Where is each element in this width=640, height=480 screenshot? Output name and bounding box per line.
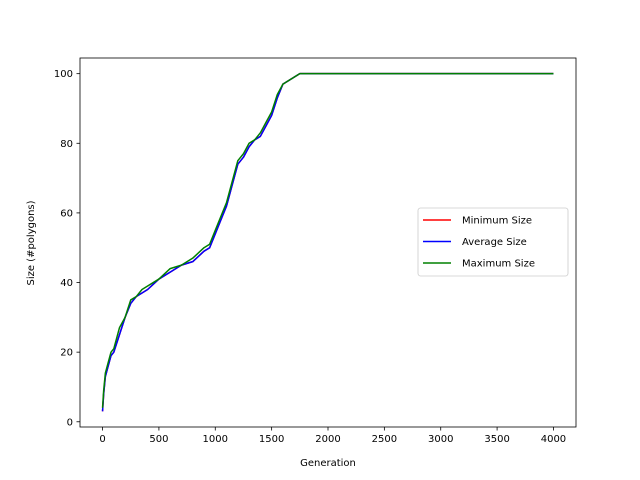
x-tick-label: 4000 bbox=[541, 434, 566, 445]
y-tick-label: 40 bbox=[60, 278, 73, 289]
x-tick-label: 2000 bbox=[315, 434, 340, 445]
legend: Minimum Size Average Size Maximum Size bbox=[417, 207, 569, 277]
legend-label-1: Minimum Size bbox=[462, 216, 532, 227]
y-tick-label: 0 bbox=[67, 417, 73, 428]
series-line-3 bbox=[101, 72, 554, 408]
y-tick-label: 100 bbox=[54, 69, 73, 80]
x-tick-label: 500 bbox=[149, 434, 168, 445]
x-tick-label: 3000 bbox=[428, 434, 453, 445]
legend-label-3: Maximum Size bbox=[462, 259, 535, 270]
x-tick-label: 1000 bbox=[203, 434, 228, 445]
y-tick-label: 80 bbox=[60, 139, 73, 150]
x-tick-label: 0 bbox=[99, 434, 105, 445]
axes-layer: 0 500 1000 1500 2000 2500 3000 3500 4000 0 20 40 60 8… bbox=[54, 57, 577, 445]
legend-label-2: Average Size bbox=[462, 237, 527, 248]
y-tick-label: 60 bbox=[60, 208, 73, 219]
y-tick-label: 20 bbox=[60, 348, 73, 359]
legend-box bbox=[417, 207, 569, 277]
x-tick-label: 3500 bbox=[484, 434, 509, 445]
y-axis-label: Size (#polygons) bbox=[26, 200, 37, 285]
x-tick-label: 1500 bbox=[259, 434, 284, 445]
x-tick-label: 2500 bbox=[372, 434, 397, 445]
x-axis-label: Generation bbox=[300, 458, 356, 469]
series-layer bbox=[101, 72, 554, 412]
